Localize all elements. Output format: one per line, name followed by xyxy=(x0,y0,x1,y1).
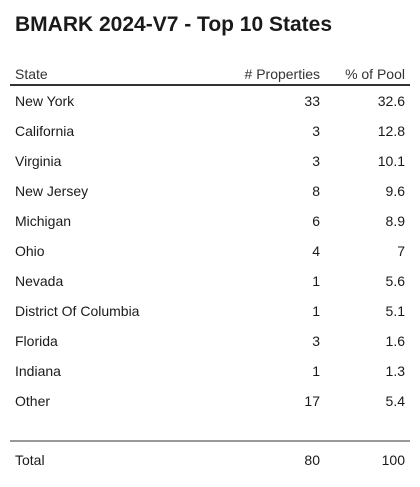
table-row: California 3 12.8 xyxy=(10,116,410,146)
state-cell: Virginia xyxy=(15,153,62,169)
pool-cell: 12.8 xyxy=(377,123,405,139)
table-row: Nevada 1 5.6 xyxy=(10,266,410,296)
table-row: Indiana 1 1.3 xyxy=(10,356,410,386)
table-row: New York 33 32.6 xyxy=(10,85,410,116)
properties-cell: 3 xyxy=(312,333,320,349)
pool-cell: 5.6 xyxy=(385,273,405,289)
state-cell: New York xyxy=(15,93,75,109)
properties-cell: 4 xyxy=(312,243,320,259)
table-row: New Jersey 8 9.6 xyxy=(10,176,410,206)
table-row: District Of Columbia 1 5.1 xyxy=(10,296,410,326)
properties-cell: 1 xyxy=(312,303,320,319)
table-header: State # Properties % of Pool xyxy=(10,64,410,86)
properties-cell: 6 xyxy=(312,213,320,229)
pool-cell: 8.9 xyxy=(385,213,405,229)
pool-cell: 10.1 xyxy=(377,153,405,169)
pool-cell: 9.6 xyxy=(385,183,405,199)
state-cell: District Of Columbia xyxy=(15,303,140,319)
column-header-pool: % of Pool xyxy=(325,64,410,86)
header-row: State # Properties % of Pool xyxy=(10,64,410,86)
state-cell: Florida xyxy=(15,333,58,349)
total-label: Total xyxy=(15,452,45,468)
properties-cell: 3 xyxy=(312,153,320,169)
properties-cell: 8 xyxy=(312,183,320,199)
total-divider xyxy=(10,416,410,442)
pool-cell: 5.1 xyxy=(385,303,405,319)
state-cell: Ohio xyxy=(15,243,45,259)
pool-cell: 32.6 xyxy=(377,93,405,109)
pool-cell: 1.6 xyxy=(385,333,405,349)
column-header-state: State xyxy=(10,64,225,86)
state-cell: Michigan xyxy=(15,213,72,229)
total-row: Total 80 100 xyxy=(10,441,410,478)
table-body: New York 33 32.6 California 3 12.8 Virgi… xyxy=(10,85,410,478)
pool-cell: 5.4 xyxy=(385,393,405,409)
properties-cell: 1 xyxy=(312,363,320,379)
page-title: BMARK 2024-V7 - Top 10 States xyxy=(15,13,333,36)
properties-cell: 1 xyxy=(312,273,320,289)
state-cell: New Jersey xyxy=(15,183,89,199)
table-row: Other 17 5.4 xyxy=(10,386,410,416)
pool-cell: 1.3 xyxy=(385,363,405,379)
table-row: Michigan 6 8.9 xyxy=(10,206,410,236)
properties-cell: 17 xyxy=(304,393,320,409)
pool-cell: 7 xyxy=(397,243,405,259)
column-header-properties: # Properties xyxy=(225,64,325,86)
table-row: Ohio 4 7 xyxy=(10,236,410,266)
properties-cell: 33 xyxy=(304,93,320,109)
properties-cell: 3 xyxy=(312,123,320,139)
table-row: Florida 3 1.6 xyxy=(10,326,410,356)
total-pool: 100 xyxy=(381,452,405,468)
state-cell: Other xyxy=(15,393,51,409)
state-cell: Nevada xyxy=(15,273,64,289)
total-properties: 80 xyxy=(304,452,320,468)
table-row: Virginia 3 10.1 xyxy=(10,146,410,176)
state-cell: California xyxy=(15,123,75,139)
divider-line xyxy=(10,416,410,442)
state-cell: Indiana xyxy=(15,363,61,379)
states-table: State # Properties % of Pool New York 33… xyxy=(10,64,410,478)
